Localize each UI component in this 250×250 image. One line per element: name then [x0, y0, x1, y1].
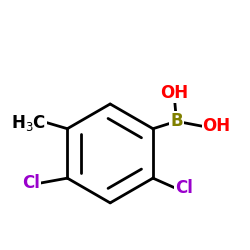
- Text: Cl: Cl: [22, 174, 40, 192]
- Text: OH: OH: [202, 117, 230, 135]
- Text: H$_3$C: H$_3$C: [11, 112, 46, 132]
- Text: OH: OH: [160, 84, 188, 102]
- Text: Cl: Cl: [175, 179, 193, 197]
- Text: B: B: [170, 112, 183, 130]
